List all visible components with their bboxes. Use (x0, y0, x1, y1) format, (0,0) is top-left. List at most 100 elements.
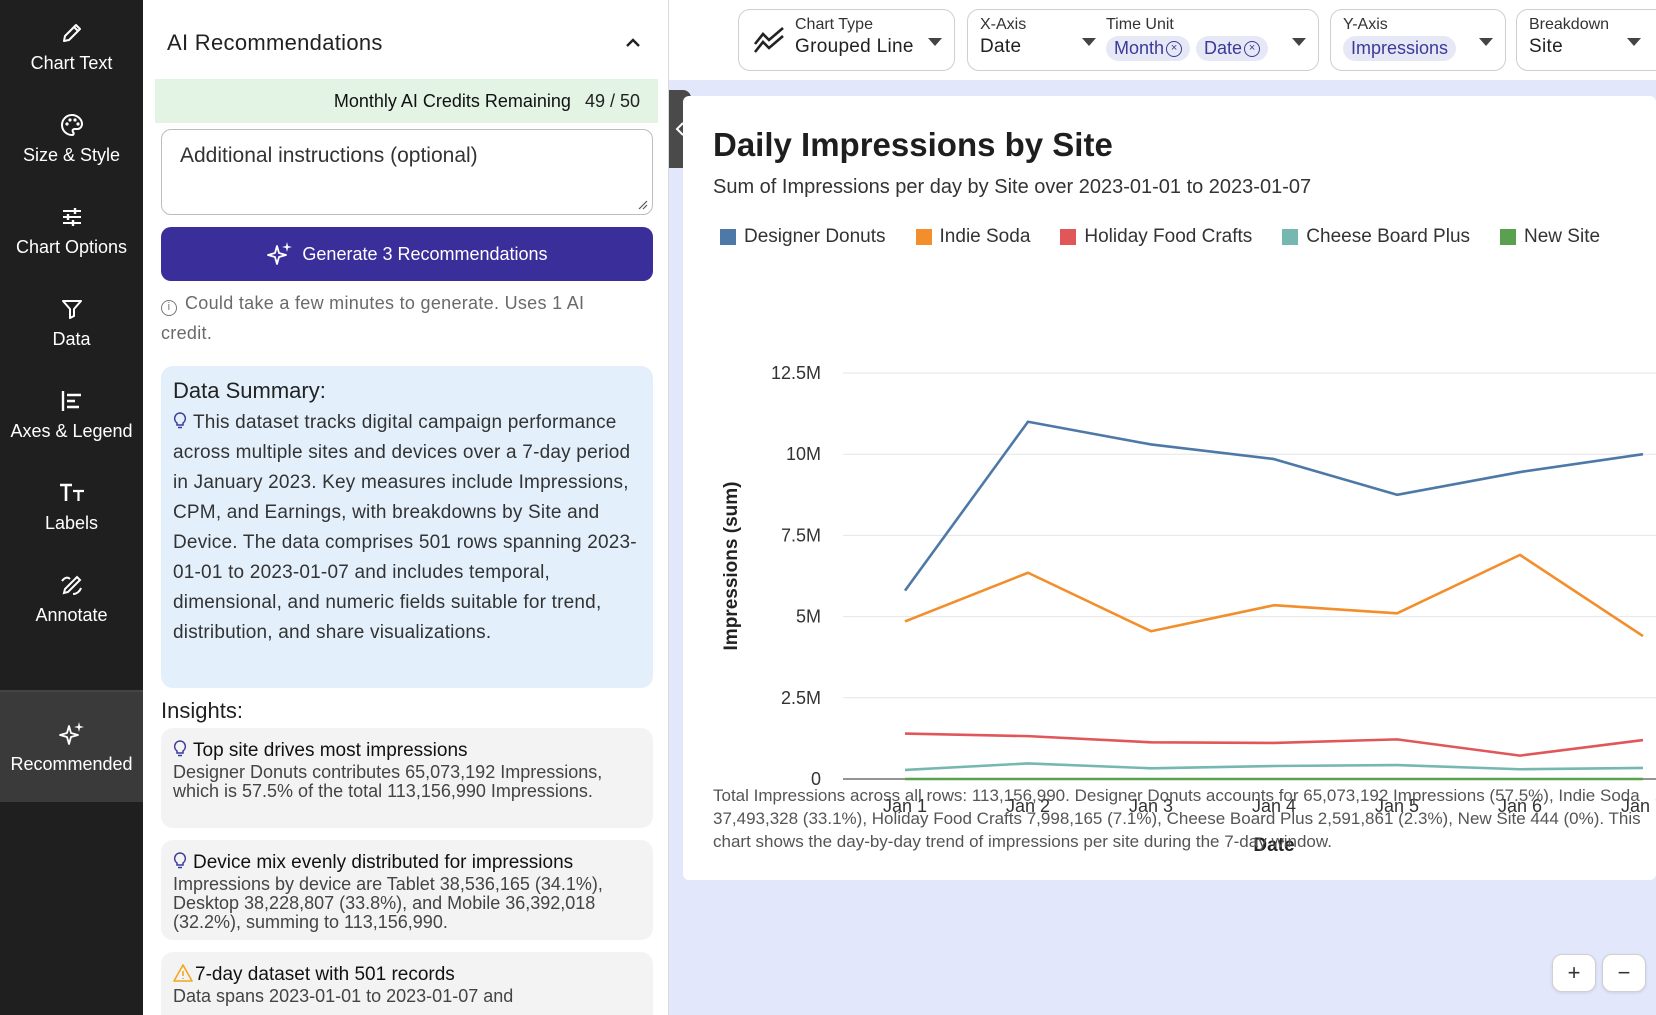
rail-item-axes-legend[interactable]: Axes & Legend (0, 368, 143, 460)
insight-title-wrap: 7-day dataset with 501 records (173, 964, 641, 986)
rail-label: Chart Text (30, 52, 113, 73)
breakdown-value: Site (1529, 36, 1563, 57)
chevron-up-icon[interactable] (621, 31, 645, 55)
x-axis-label: X-Axis (980, 16, 1027, 33)
time-unit-group[interactable]: Time Unit Month × Date × (1106, 16, 1274, 61)
rail-item-chart-text[interactable]: Chart Text (0, 0, 143, 92)
legend-label: New Site (1524, 226, 1601, 247)
axes-icon (58, 387, 86, 415)
rail-label: Chart Options (15, 236, 128, 257)
legend-swatch (1282, 229, 1299, 245)
insight-card[interactable]: Device mix evenly distributed for impres… (161, 840, 653, 940)
instructions-placeholder: Additional instructions (optional) (180, 144, 478, 167)
generate-recommendations-button[interactable]: Generate 3 Recommendations (161, 227, 653, 281)
footnote-line: Total Impressions across all rows: 113,1… (713, 786, 1640, 805)
chip-label: Date (1204, 38, 1243, 58)
panel-title: AI Recommendations (167, 30, 383, 55)
time-unit-chip-month[interactable]: Month × (1106, 36, 1191, 61)
y-tick-label: 5M (796, 607, 821, 627)
legend-swatch (1500, 229, 1517, 245)
remove-chip-icon[interactable]: × (1166, 40, 1183, 57)
legend-label: Holiday Food Crafts (1084, 226, 1253, 247)
insight-title-wrap: Device mix evenly distributed for impres… (173, 852, 641, 874)
chart-type-label: Chart Type (795, 16, 873, 33)
insight-body: Designer Donuts contributes 65,073,192 I… (173, 762, 603, 801)
text-size-icon (58, 479, 86, 507)
rail-item-labels[interactable]: Labels (0, 460, 143, 552)
rail-item-size-style[interactable]: Size & Style (0, 92, 143, 184)
data-summary-card: Data Summary: This dataset tracks digita… (161, 366, 653, 688)
line-chart-icon (753, 27, 784, 53)
time-unit-chip-date[interactable]: Date × (1196, 36, 1269, 61)
rail-label: Axes & Legend (10, 420, 133, 441)
rail-item-annotate[interactable]: Annotate (0, 552, 143, 644)
chart-legend: Designer Donuts Indie Soda Holiday Food Cr… (720, 226, 1600, 248)
rail-item-recommended[interactable]: Recommended (0, 692, 143, 802)
remove-chip-icon[interactable]: × (1244, 40, 1261, 57)
insight-title: 7-day dataset with 501 records (195, 964, 455, 985)
chart-type-value: Grouped Line (795, 36, 914, 57)
legend-item[interactable]: Indie Soda (915, 226, 1030, 248)
breakdown-label: Breakdown (1529, 16, 1610, 33)
rail-label: Data (52, 328, 91, 349)
insight-title-wrap: Top site drives most impressions (173, 740, 641, 762)
y-tick-label: 10M (786, 444, 821, 464)
insight-title: Top site drives most impressions (193, 740, 468, 761)
filter-icon (58, 295, 86, 323)
insight-card[interactable]: Top site drives most impressions Designe… (161, 728, 653, 828)
zoom-in-button[interactable]: + (1552, 954, 1596, 992)
rail-label: Recommended (10, 753, 133, 774)
rail-item-chart-options[interactable]: Chart Options (0, 184, 143, 276)
y-tick-label: 2.5M (781, 688, 821, 708)
y-tick-label: 0 (811, 769, 821, 789)
x-axis-value: Date (980, 36, 1022, 57)
x-tick-label: Jan 1 (883, 796, 927, 816)
generate-label: Generate 3 Recommendations (302, 243, 548, 264)
legend-label: Cheese Board Plus (1306, 226, 1471, 247)
footnote-line: 37,493,328 (33.1%), Holiday Food Crafts … (713, 809, 1641, 828)
chip-label: Month (1114, 38, 1165, 58)
pencil-icon (58, 19, 86, 47)
legend-swatch (915, 229, 932, 245)
left-rail: Chart Text Size & Style Chart Options Da… (0, 0, 143, 1015)
resize-handle-icon[interactable] (636, 198, 648, 210)
summary-title: Data Summary: (173, 378, 326, 403)
x-tick-label: Jan 2 (1006, 796, 1050, 816)
summary-text: This dataset tracks digital campaign per… (173, 412, 637, 643)
legend-swatch (720, 229, 736, 245)
y-axis-chip[interactable]: Impressions (1343, 36, 1457, 61)
chart-type-select[interactable]: Chart Type Grouped Line (738, 9, 955, 71)
breakdown-select[interactable]: Breakdown Site (1516, 9, 1656, 71)
legend-item[interactable]: Cheese Board Plus (1282, 226, 1470, 248)
legend-item[interactable]: Designer Donuts (720, 226, 886, 248)
legend-item[interactable]: Holiday Food Crafts (1060, 226, 1252, 248)
y-axis-chips: Impressions (1343, 36, 1493, 61)
series-line (904, 762, 1644, 772)
credits-banner: Monthly AI Credits Remaining 49 / 50 (155, 79, 658, 123)
y-tick-label: 12.5M (771, 363, 821, 383)
x-axis-select[interactable]: X-Axis Date Time Unit Month × Date × (967, 9, 1319, 71)
time-unit-label: Time Unit (1106, 16, 1174, 33)
caret-down-icon (1479, 38, 1493, 46)
x-tick-label: Jan 7 (1621, 796, 1656, 816)
lightbulb-icon (173, 412, 187, 429)
hint-text: Could take a few minutes to generate. Us… (161, 293, 585, 343)
summary-text-wrap: This dataset tracks digital campaign per… (173, 408, 641, 648)
chevron-left-icon (675, 122, 684, 136)
legend-item[interactable]: New Site (1500, 226, 1600, 248)
x-axis-group: X-Axis Date (980, 16, 1026, 58)
rail-divider (0, 690, 143, 692)
insight-card[interactable]: 7-day dataset with 501 records Data span… (161, 952, 653, 1015)
instructions-textarea[interactable]: Additional instructions (optional) (161, 129, 653, 215)
legend-label: Designer Donuts (744, 226, 886, 247)
rail-item-data[interactable]: Data (0, 276, 143, 368)
insights-title: Insights: (161, 698, 243, 723)
caret-down-icon (1627, 38, 1641, 46)
rail-label: Labels (44, 512, 99, 533)
line-chart: 0 2.5M 5M 7.5M 10M 12.5M Jan 1 Jan 2 Jan 3 Jan 4 J… (721, 363, 1656, 856)
chart-toolbar: Chart Type Grouped Line X-Axis Date Time… (669, 0, 1656, 80)
zoom-out-button[interactable]: − (1602, 954, 1646, 992)
y-axis-select[interactable]: Y-Axis Impressions (1330, 9, 1506, 71)
warning-icon (173, 964, 193, 982)
series-line (904, 553, 1644, 638)
